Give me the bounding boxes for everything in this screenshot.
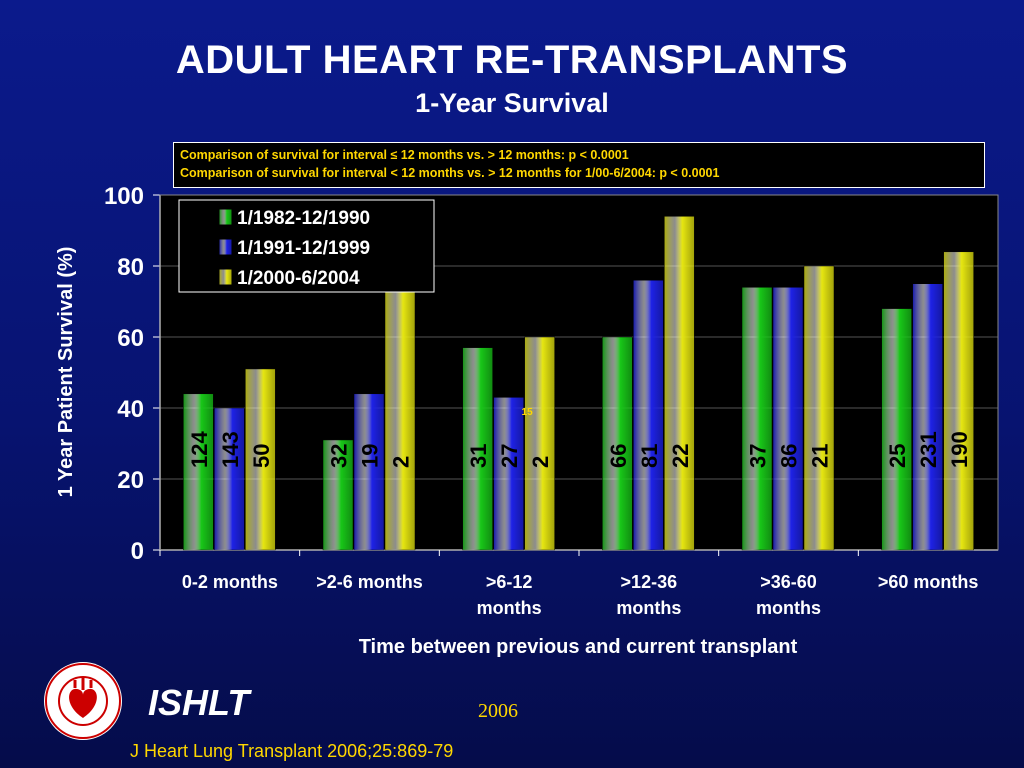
bar: [322, 439, 354, 551]
legend-label: 1/1982-12/1990: [237, 208, 370, 229]
y-tick-label: 60: [117, 325, 144, 352]
bar-count-label: 231: [916, 431, 941, 468]
y-axis-title: 1 Year Patient Survival (%): [55, 247, 77, 498]
note-line-1: Comparison of survival for interval ≤ 12…: [180, 148, 629, 162]
bar-count-label: 27: [497, 444, 522, 468]
bar-count-label: 2: [528, 456, 553, 468]
bar: [664, 216, 695, 551]
note-line-2: Comparison of survival for interval < 12…: [180, 166, 720, 180]
bar-count-label: 50: [249, 444, 274, 468]
bar: [633, 279, 664, 551]
bar: [772, 287, 804, 551]
bar-count-label: 2: [389, 456, 414, 468]
brand-label: ISHLT: [148, 682, 250, 723]
p-value-note-box: Comparison of survival for interval ≤ 12…: [173, 142, 985, 188]
bar: [353, 393, 385, 551]
y-tick-label: 80: [117, 254, 144, 281]
citation: J Heart Lung Transplant 2006;25:869-79: [130, 741, 454, 761]
x-tick-label: months: [616, 598, 681, 618]
x-tick-label: months: [477, 598, 542, 618]
bar: [462, 347, 493, 551]
bar: [912, 283, 943, 551]
year-label: 2006: [478, 700, 518, 722]
x-tick-label: >12-36: [621, 572, 678, 592]
bar-count-label: 143: [218, 431, 243, 468]
x-tick-label: months: [756, 598, 821, 618]
chart-subtitle: 1-Year Survival: [415, 88, 609, 118]
legend-swatch: [218, 238, 233, 256]
ishlt-logo-icon: [44, 662, 122, 740]
bar-count-label: 81: [637, 444, 662, 468]
bar: [803, 265, 835, 551]
legend-label: 1/1991-12/1999: [237, 238, 370, 259]
bar: [245, 368, 276, 551]
y-tick-label: 0: [131, 538, 144, 565]
y-tick-label: 100: [104, 183, 144, 210]
legend-swatch: [218, 208, 233, 226]
bar: [881, 308, 912, 551]
bar-count-label: 37: [746, 444, 771, 468]
bar: [602, 336, 633, 551]
bar-count-label: 25: [885, 444, 910, 468]
bar: [384, 287, 416, 551]
bar-count-label: 31: [466, 444, 491, 468]
x-tick-label: >36-60: [760, 572, 817, 592]
bar: [524, 336, 555, 551]
bar-count-label: 32: [327, 444, 352, 468]
bar-count-label: 19: [358, 444, 383, 468]
x-tick-label: >6-12: [486, 572, 533, 592]
bar: [943, 251, 974, 551]
x-tick-label: >2-6 months: [316, 572, 423, 592]
bar: [493, 397, 524, 551]
annotation-label: 15: [522, 407, 534, 418]
bar-count-label: 190: [947, 431, 972, 468]
x-axis-title: Time between previous and current transp…: [359, 636, 798, 658]
bar-count-label: 22: [668, 444, 693, 468]
bar: [214, 407, 245, 551]
x-tick-label: >60 months: [878, 572, 979, 592]
y-tick-label: 40: [117, 396, 144, 423]
x-tick-label: 0-2 months: [182, 572, 278, 592]
bar-count-label: 124: [187, 431, 212, 468]
bar-count-label: 86: [777, 444, 802, 468]
bar: [183, 393, 214, 551]
bar-count-label: 21: [808, 444, 833, 468]
legend-swatch: [218, 268, 233, 286]
chart-title: ADULT HEART RE-TRANSPLANTS: [175, 38, 849, 82]
y-tick-label: 20: [117, 467, 144, 494]
bar: [741, 287, 773, 551]
bar-count-label: 66: [606, 444, 631, 468]
legend-label: 1/2000-6/2004: [237, 268, 360, 289]
